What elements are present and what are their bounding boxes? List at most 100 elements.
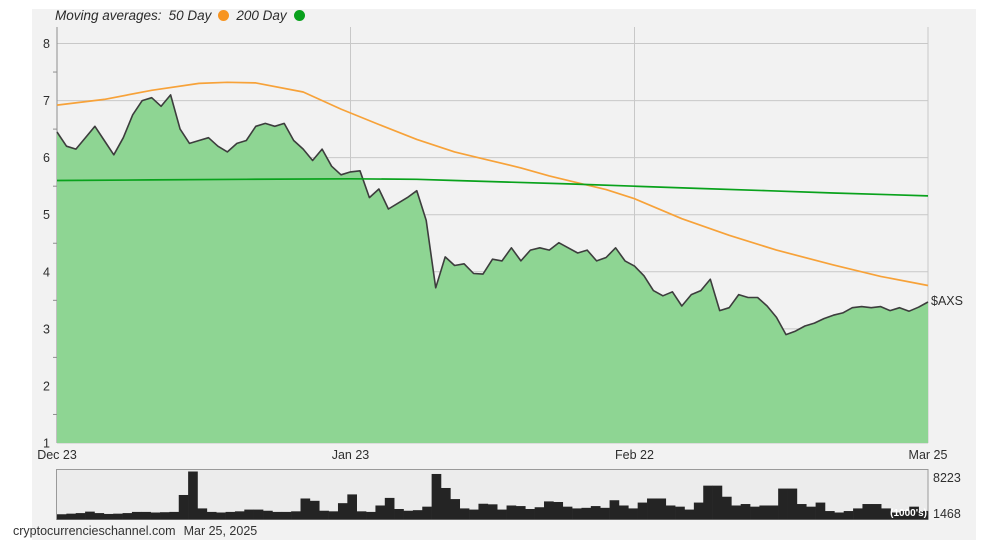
volume-bar: [497, 509, 507, 520]
volume-bar: [740, 504, 751, 520]
volume-bar: [918, 510, 929, 520]
volume-bar: [75, 513, 86, 520]
volume-bar: [234, 511, 245, 520]
volume-bar: [272, 511, 283, 520]
volume-bar: [909, 506, 919, 520]
volume-bar: [347, 494, 357, 520]
volume-bar: [487, 504, 498, 520]
volume-bar: [693, 502, 704, 520]
legend-title: Moving averages:: [55, 8, 162, 23]
volume-bar: [768, 505, 779, 520]
volume-bar: [871, 504, 882, 520]
volume-bar: [675, 506, 685, 520]
volume-bar: [85, 511, 95, 520]
price-area: [57, 94, 928, 444]
volume-bar: [57, 514, 67, 520]
volume-bar: [899, 511, 910, 520]
volume-bar: [450, 499, 461, 520]
volume-bar: [122, 513, 133, 520]
y-tick-label: 8: [43, 37, 50, 51]
volume-bar: [684, 509, 695, 520]
y-tick-label: 4: [43, 265, 50, 279]
volume-bar: [328, 511, 339, 520]
y-tick-label: 7: [43, 94, 50, 108]
volume-bar: [309, 500, 320, 520]
volume-units-label: (1000's): [890, 508, 927, 519]
volume-bar: [178, 494, 189, 520]
volume-bar: [94, 513, 105, 520]
price-line: [56, 94, 929, 336]
volume-bar: [590, 506, 601, 520]
volume-bar: [862, 504, 873, 520]
legend-ma200-label: 200 Day: [236, 8, 287, 23]
volume-bar: [66, 513, 77, 520]
volume-bar: [628, 508, 638, 520]
volume-bar: [113, 513, 123, 520]
volume-bar: [225, 511, 236, 520]
chart-date: Mar 25, 2025: [183, 524, 258, 538]
volume-bar: [721, 496, 732, 520]
volume-bar: [637, 502, 648, 520]
volume-bar: [843, 511, 854, 520]
volume-bar: [618, 505, 629, 520]
volume-bar: [375, 505, 386, 520]
volume-bar: [263, 510, 273, 520]
volume-bar: [890, 512, 901, 520]
volume-bar: [253, 509, 264, 520]
volume-bar: [412, 510, 423, 520]
volume-bar: [319, 510, 329, 520]
y-tick-label: 6: [43, 151, 50, 165]
ticker-label: $AXS: [931, 294, 963, 308]
legend-ma50-label: 50 Day: [168, 8, 212, 23]
volume-last-label: 1468: [933, 507, 961, 521]
volume-bar: [431, 473, 442, 520]
volume-bar: [609, 500, 620, 520]
volume-bar: [141, 511, 151, 520]
volume-bar: [796, 504, 807, 520]
volume-bar: [160, 512, 170, 520]
x-tick-label: Feb 22: [615, 448, 654, 462]
volume-bar: [291, 511, 301, 520]
volume-bar: [656, 498, 667, 520]
x-tick-label: Jan 23: [332, 448, 370, 462]
y-tick-label: 5: [43, 208, 50, 222]
volume-bar: [581, 507, 592, 520]
volume-bar: [478, 503, 489, 520]
volume-bar: [440, 487, 451, 520]
volume-bar: [881, 508, 891, 520]
volume-bar: [459, 508, 470, 520]
volume-bar: [600, 507, 610, 520]
volume-bar: [806, 506, 816, 520]
volume-bar: [103, 513, 114, 520]
ma200-legend-dot-icon: [293, 10, 305, 21]
volume-bar: [731, 505, 741, 520]
volume-bar: [815, 502, 826, 520]
volume-bar: [206, 511, 217, 520]
volume-bar: [169, 511, 180, 520]
attribution-footer: cryptocurrencieschannel.com Mar 25, 2025: [13, 524, 257, 538]
volume-bar: [712, 485, 723, 520]
ma200-line: [56, 177, 929, 197]
volume-bar: [188, 471, 198, 520]
volume-bar: [544, 501, 554, 520]
ma50-legend-dot-icon: [218, 10, 230, 21]
volume-bar: [834, 512, 845, 520]
volume-bar: [515, 506, 526, 520]
volume-bar: [469, 509, 479, 520]
volume-bar: [778, 488, 788, 520]
volume-bar: [356, 511, 367, 520]
volume-bar: [403, 510, 414, 520]
volume-max-label: 8223: [933, 471, 961, 485]
volume-bar: [853, 508, 863, 520]
y-tick-label: 1: [43, 437, 50, 451]
volume-bar: [572, 508, 582, 520]
volume-bar: [131, 511, 142, 520]
volume-bar: [244, 509, 254, 520]
volume-bar: [787, 488, 798, 520]
volume-bar: [553, 501, 564, 520]
ma50-line: [56, 81, 929, 287]
volume-bar: [337, 503, 348, 520]
volume-bar: [562, 506, 573, 520]
volume-bar: [366, 511, 376, 520]
